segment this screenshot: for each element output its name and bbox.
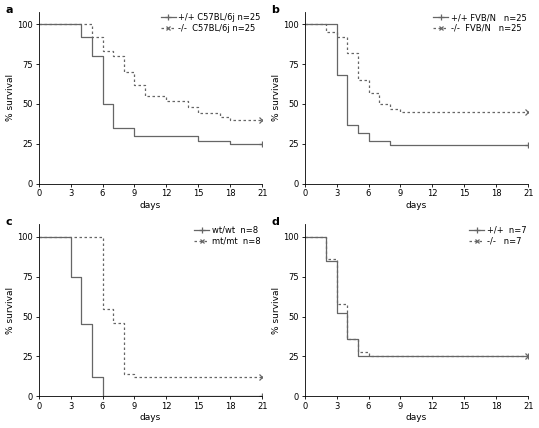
Text: b: b — [271, 5, 279, 15]
Y-axis label: % survival: % survival — [5, 287, 15, 334]
X-axis label: days: days — [140, 201, 161, 210]
Text: a: a — [5, 5, 12, 15]
Text: c: c — [5, 217, 12, 227]
Legend: +/+ FVB/N   n=25, -/-  FVB/N   n=25: +/+ FVB/N n=25, -/- FVB/N n=25 — [432, 12, 527, 34]
X-axis label: days: days — [406, 413, 427, 422]
Legend: +/+ C57BL/6j n=25, -/-  C57BL/6j n=25: +/+ C57BL/6j n=25, -/- C57BL/6j n=25 — [160, 12, 261, 34]
X-axis label: days: days — [406, 201, 427, 210]
Legend: +/+  n=7, -/-   n=7: +/+ n=7, -/- n=7 — [468, 225, 527, 247]
Text: d: d — [271, 217, 279, 227]
X-axis label: days: days — [140, 413, 161, 422]
Legend: wt/wt  n=8, mt/mt  n=8: wt/wt n=8, mt/mt n=8 — [194, 225, 261, 247]
Y-axis label: % survival: % survival — [272, 74, 281, 121]
Y-axis label: % survival: % survival — [272, 287, 281, 334]
Y-axis label: % survival: % survival — [5, 74, 15, 121]
